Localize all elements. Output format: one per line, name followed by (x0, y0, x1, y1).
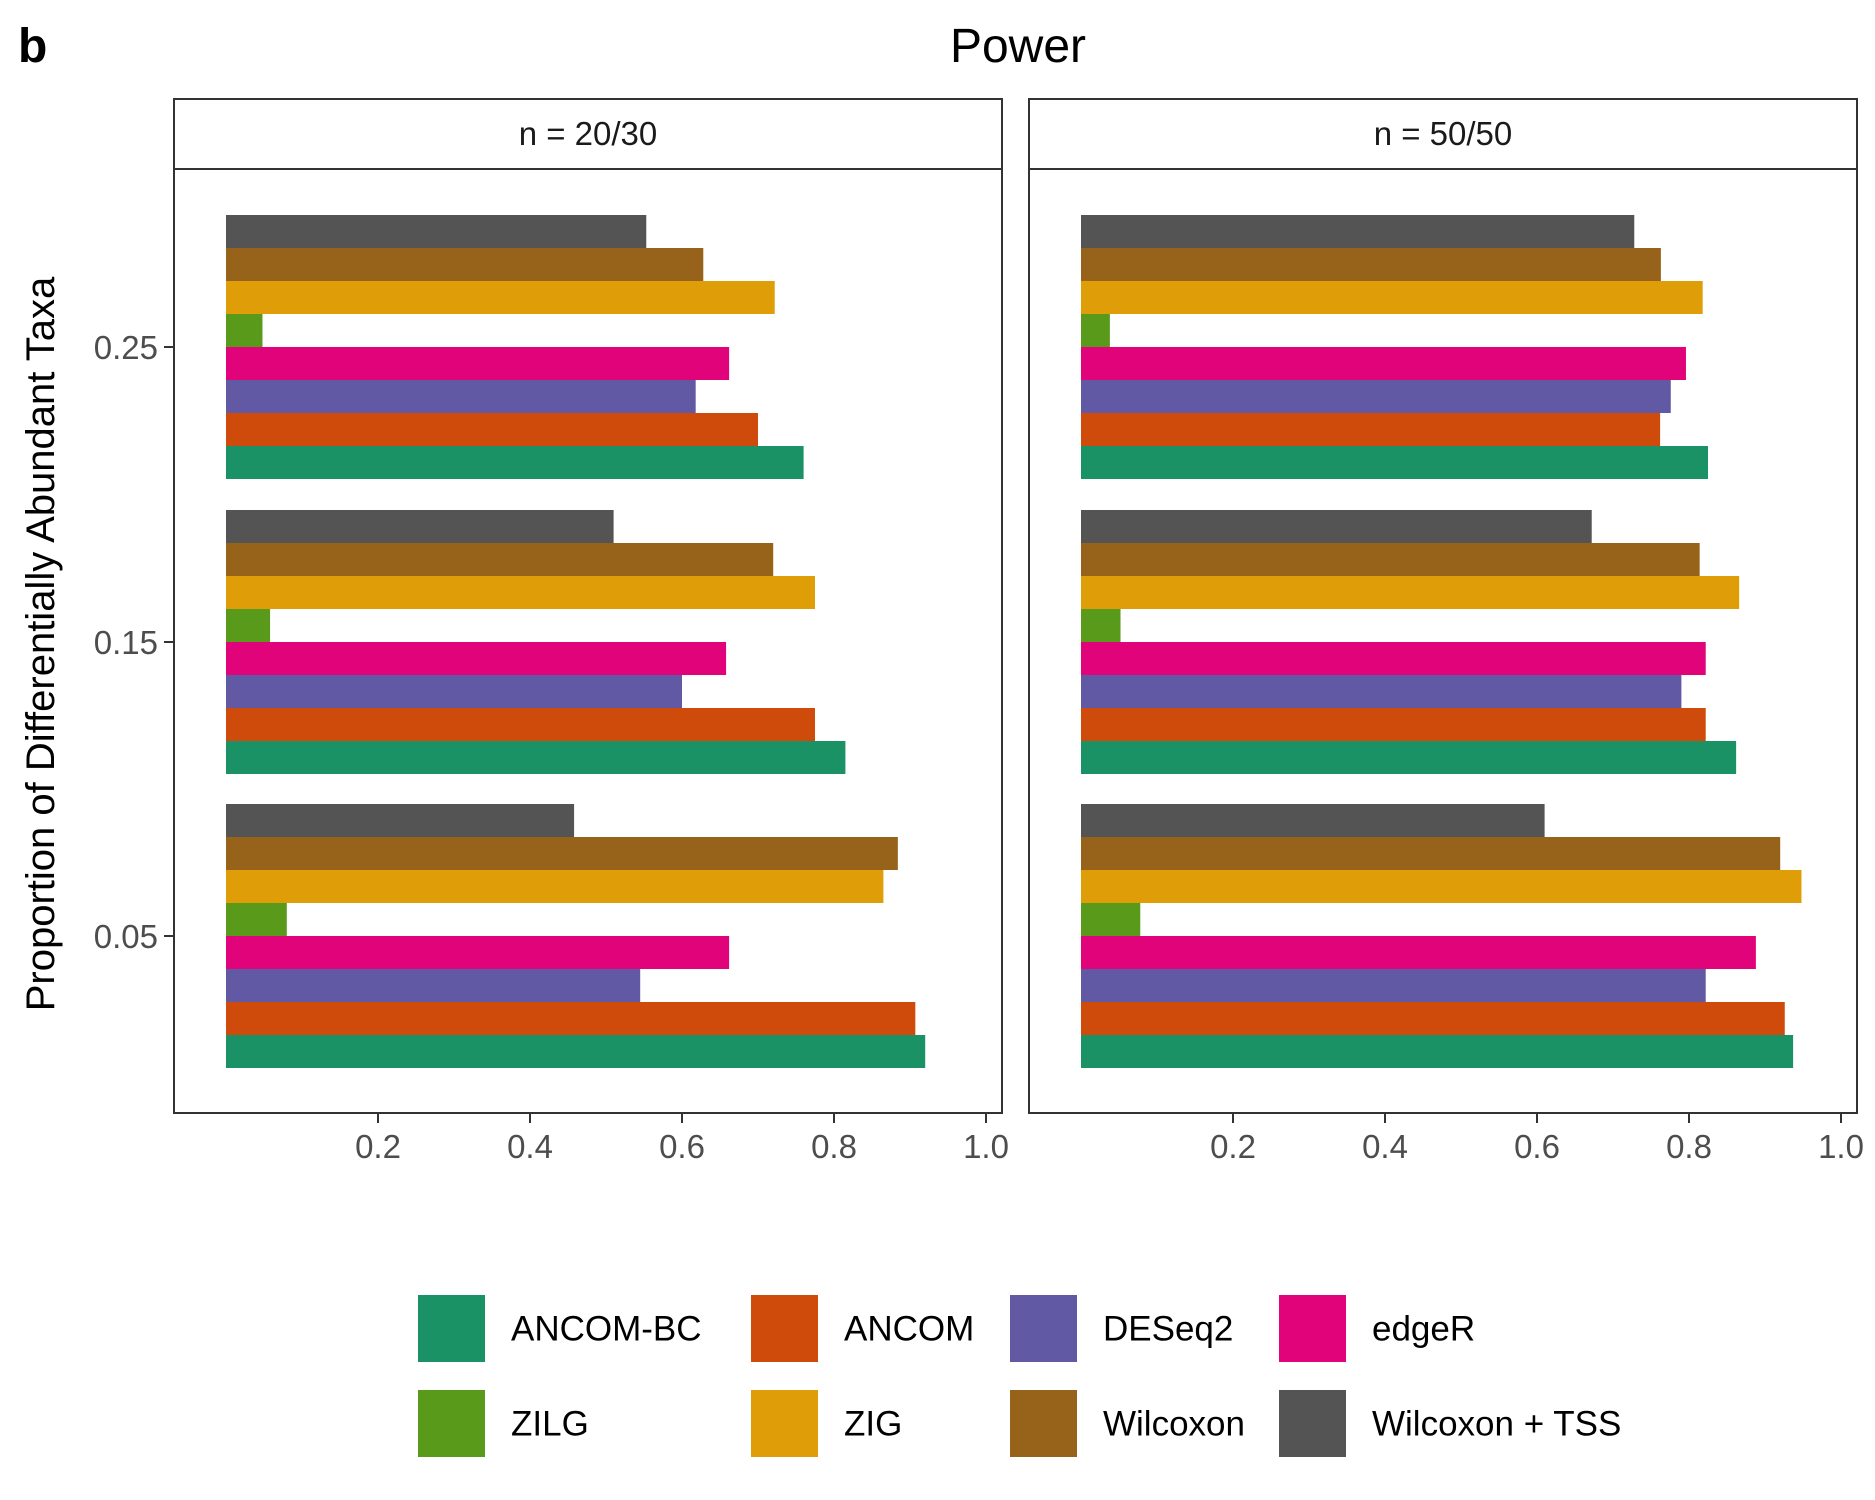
y-tick-label: 0.05 (94, 918, 158, 955)
bar-wilcoxon-tss (1081, 510, 1592, 543)
bar-wilcoxon-tss (226, 510, 614, 543)
bar-zig (226, 576, 815, 609)
legend-item: DESeq2 (1010, 1295, 1233, 1362)
bar-edger (1081, 642, 1706, 675)
bar-wilcoxon (226, 837, 898, 870)
legend-label: ANCOM-BC (511, 1310, 702, 1349)
legend-item: ZIG (751, 1390, 902, 1457)
facet-panels: n = 20/300.2 0.4 0.6 0.8 1.00.050.150.25n = … (94, 98, 1864, 1165)
bar-ancom (1081, 1002, 1785, 1035)
bar-wilcoxon-tss (226, 215, 647, 248)
bar-ancom (226, 1002, 916, 1035)
legend-label: ZILG (511, 1405, 589, 1444)
facet-strip-label: n = 50/50 (1374, 115, 1513, 152)
x-tick-label: 1.0 (1818, 1128, 1864, 1165)
x-tick-label: 0.8 (811, 1128, 857, 1165)
y-axis-label: Proportion of Differentially Abundant Ta… (19, 276, 63, 1011)
legend-item: edgeR (1279, 1295, 1475, 1362)
legend-item: ANCOM-BC (418, 1295, 702, 1362)
legend-item: ANCOM (751, 1295, 974, 1362)
bar-edger (226, 347, 730, 380)
bar-zilg (1081, 609, 1121, 642)
bar-wilcoxon (1081, 837, 1781, 870)
legend-swatch (418, 1295, 485, 1362)
facet-panel: n = 20/30 0.2 0.4 0.6 0.8 1.0 0.05 0.15 0.25 (94, 98, 1009, 1165)
bar-deseq2 (1081, 675, 1682, 708)
bar-deseq2 (226, 675, 682, 708)
bar-zilg (1081, 903, 1141, 936)
bar-ancom (1081, 413, 1661, 446)
x-tick-label: 0.2 (355, 1128, 401, 1165)
facet-strip-label: n = 20/30 (519, 115, 658, 152)
facet-panel: n = 50/50 0.2 0.4 0.6 0.8 1.0 (1028, 98, 1864, 1165)
legend-swatch (1279, 1390, 1346, 1457)
facet-strip (1028, 98, 1858, 170)
legend-label: Wilcoxon + TSS (1372, 1405, 1621, 1444)
bar-edger (226, 936, 730, 969)
legend-item: ZILG (418, 1390, 589, 1457)
chart-title: Power (950, 20, 1086, 73)
bar-deseq2 (1081, 969, 1706, 1002)
legend-swatch (1010, 1295, 1077, 1362)
bar-ancom-bc (226, 446, 804, 479)
bar-deseq2 (226, 380, 696, 413)
x-tick-label: 0.2 (1210, 1128, 1256, 1165)
bar-ancom-bc (1081, 1035, 1794, 1068)
bar-wilcoxon-tss (226, 804, 575, 837)
x-tick-label: 0.8 (1666, 1128, 1712, 1165)
legend-swatch (418, 1390, 485, 1457)
bar-ancom-bc (226, 741, 846, 774)
bar-deseq2 (1081, 380, 1671, 413)
legend-label: Wilcoxon (1103, 1405, 1245, 1444)
x-tick-label: 0.4 (1362, 1128, 1408, 1165)
legend-label: ANCOM (844, 1310, 974, 1349)
bar-zilg (1081, 314, 1110, 347)
bar-zig (1081, 281, 1703, 314)
x-tick-label: 0.6 (659, 1128, 705, 1165)
legend-item: Wilcoxon (1010, 1390, 1245, 1457)
bar-deseq2 (226, 969, 641, 1002)
bar-zig (226, 281, 775, 314)
bar-wilcoxon (226, 543, 774, 576)
bar-ancom (1081, 708, 1706, 741)
legend-item: Wilcoxon + TSS (1279, 1390, 1621, 1457)
bar-zilg (226, 903, 287, 936)
bar-ancom-bc (226, 1035, 926, 1068)
y-tick-label: 0.15 (94, 624, 158, 661)
panel-label: b (18, 20, 47, 73)
bar-zig (226, 870, 884, 903)
legend-label: edgeR (1372, 1310, 1475, 1349)
bar-wilcoxon-tss (1081, 215, 1635, 248)
legend-swatch (1010, 1390, 1077, 1457)
bar-edger (226, 642, 727, 675)
bar-wilcoxon-tss (1081, 804, 1545, 837)
legend-swatch (1279, 1295, 1346, 1362)
panel-border (1028, 168, 1858, 1114)
bar-edger (1081, 936, 1756, 969)
facet-strip (173, 98, 1003, 170)
legend-swatch (751, 1390, 818, 1457)
bar-ancom (226, 413, 758, 446)
bar-zig (1081, 870, 1802, 903)
bar-edger (1081, 347, 1686, 380)
bar-ancom-bc (1081, 741, 1737, 774)
y-tick-label: 0.25 (94, 329, 158, 366)
x-tick-label: 0.4 (507, 1128, 553, 1165)
bar-wilcoxon (1081, 248, 1661, 281)
x-tick-label: 0.6 (1514, 1128, 1560, 1165)
bar-ancom-bc (1081, 446, 1708, 479)
legend-label: ZIG (844, 1405, 902, 1444)
legend-label: DESeq2 (1103, 1310, 1233, 1349)
legend: ANCOM-BC ANCOM DESeq2 edgeR ZILG ZIG Wilcoxon W… (418, 1295, 1621, 1457)
legend-swatch (751, 1295, 818, 1362)
bar-wilcoxon (1081, 543, 1700, 576)
bar-wilcoxon (226, 248, 704, 281)
bar-zilg (226, 609, 271, 642)
bar-zilg (226, 314, 263, 347)
bar-ancom (226, 708, 815, 741)
x-tick-label: 1.0 (963, 1128, 1009, 1165)
bar-zig (1081, 576, 1740, 609)
